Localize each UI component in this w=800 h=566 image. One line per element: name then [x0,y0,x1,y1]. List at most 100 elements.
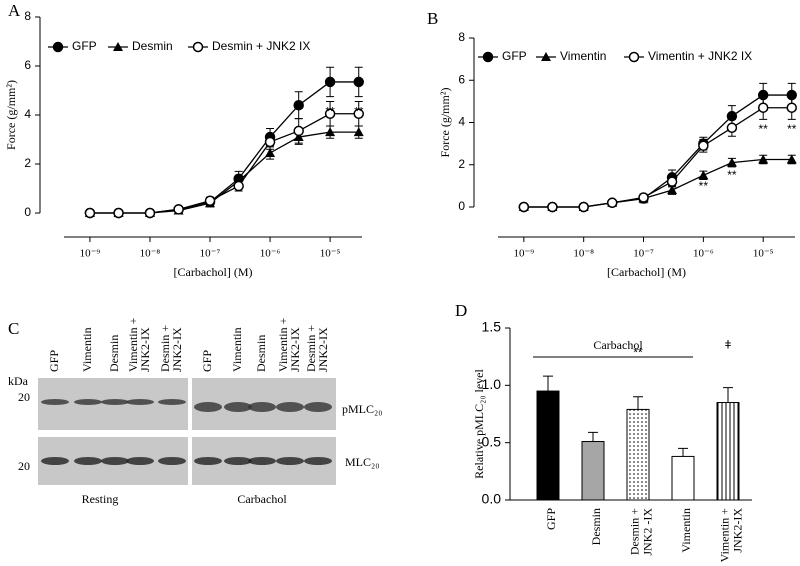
marker [113,207,124,219]
annotation: ** [354,105,364,119]
marker [547,201,558,213]
blot-band [194,457,222,465]
x-tick-label: GFP [544,508,558,530]
y-tick-label: 0.0 [482,491,502,507]
mw-marker: 20 [18,459,30,473]
marker [204,195,216,206]
marker [518,201,530,213]
band-label: pMLC₂₀ [342,402,382,416]
error-bar [678,447,688,457]
y-tick-label: 8 [24,9,31,23]
legend-label: GFP [72,39,97,53]
blot-band [41,399,69,405]
lane-label: JNK2-IX [288,327,302,372]
blot-band [158,399,186,405]
blot-band [248,402,276,412]
x-tick-label: 10⁻⁷ [200,248,221,260]
marker [606,197,618,209]
marker [353,127,364,137]
lane-label: Desmin [254,335,268,372]
y-axis-label: Force (g/mm²) [4,80,18,150]
condition-label: Carbachol [237,492,287,506]
marker [786,102,797,113]
x-tick-label: 10⁻⁸ [573,248,594,260]
x-tick-label: 10⁻⁵ [320,248,341,260]
x-tick-label: JNK2 -IX [640,508,654,556]
error-bar [588,431,598,442]
panel-letter: D [455,301,467,320]
lane-label: Desmin + [304,325,318,372]
marker [666,176,678,187]
y-tick-label: 8 [458,30,465,44]
x-tick-label: 10⁻⁵ [753,248,774,260]
marker [353,108,364,120]
marker [325,127,336,137]
y-tick-label: 6 [24,58,31,72]
marker [698,140,709,151]
error-bar [543,375,553,392]
y-tick-label: 4 [458,115,465,129]
series-line [89,131,359,214]
panel-letter: A [8,1,21,20]
y-tick-label: 1.5 [482,319,502,335]
mw-marker: 20 [18,390,30,404]
x-tick-label: Vimentin + [717,508,731,563]
y-tick-label: 6 [458,72,465,86]
legend-label: Desmin + JNK2 IX [212,39,310,53]
y-tick-label: 4 [24,107,31,121]
marker [144,207,156,219]
blot-band [74,457,102,465]
blot-band [101,457,129,465]
lane-label: GFP [200,350,214,372]
x-tick-label: 10⁻⁹ [80,248,101,260]
bar [671,455,695,501]
marker [324,76,336,88]
bar [626,408,650,501]
bar [716,402,740,501]
x-tick-label: JNK2-IX [730,508,744,553]
marker [578,201,589,213]
y-tick-label: 2 [24,156,31,170]
blot-band [304,457,332,465]
annotation: ** [787,122,797,136]
x-tick-label: 10⁻⁶ [693,248,714,260]
legend-marker [192,41,204,53]
annotation: ǂ [724,337,731,351]
unit-label: kDa [8,374,29,388]
legend-label: GFP [502,49,527,63]
legend-label: Desmin [132,39,173,53]
blot-band [74,399,102,405]
lane-label: JNK2-IX [170,327,184,372]
marker [84,207,96,219]
annotation: ** [633,345,643,359]
blot-band [276,402,304,412]
y-tick-label: 0 [458,199,465,213]
marker [786,154,797,164]
lane-label: Desmin [107,335,121,372]
legend-marker [541,52,551,61]
x-tick-label: 10⁻⁶ [260,248,281,260]
lane-label: JNK2-IX [316,327,330,372]
legend-marker [482,51,494,63]
x-tick-label: Desmin + [627,508,641,555]
group-label: Carbachol [593,338,643,352]
blot-band [101,399,129,405]
blot-band [194,402,222,412]
series-line [523,158,792,208]
blot-band [224,457,252,465]
lane-label: Vimentin + [276,317,290,372]
lane-label: Vimentin + [126,317,140,372]
blot-band [248,457,276,465]
x-axis-label: [Carbachol] (M) [174,265,253,279]
marker [757,102,769,113]
band-label: MLC₂₀ [345,455,379,469]
legend-marker [113,42,123,51]
y-axis-label: Relative pMLC₂₀ level [472,369,486,479]
legend-marker [628,51,640,63]
lane-label: Vimentin [80,327,94,372]
x-tick-label: Desmin [589,508,603,545]
x-tick-label: 10⁻⁷ [633,248,654,260]
marker [324,108,336,120]
